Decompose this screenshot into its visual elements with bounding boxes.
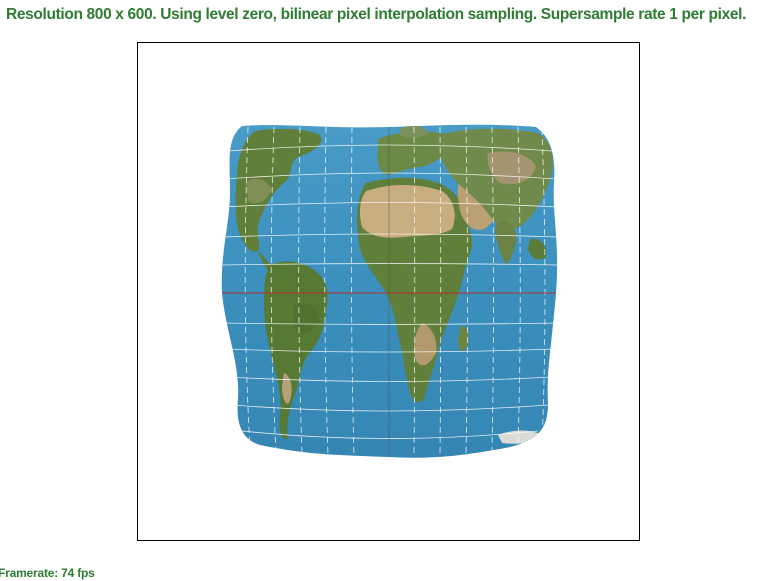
- amazon-region: [294, 303, 320, 333]
- world-map-render: [221, 124, 558, 458]
- graticule-longitude: [244, 126, 546, 457]
- kalahari-desert: [414, 323, 437, 366]
- patagonia-region: [282, 373, 292, 404]
- resolution-info-text: Resolution 800 x 600. Using level zero, …: [6, 6, 747, 23]
- asia-land: [436, 128, 553, 230]
- madagascar-land: [458, 326, 469, 351]
- southeast-asia-land: [528, 238, 547, 260]
- framerate-text: Framerate: 74 fps: [0, 566, 95, 580]
- north-america-land-detail: [246, 178, 272, 204]
- render-viewport[interactable]: [137, 42, 640, 541]
- central-america-land: [258, 251, 292, 288]
- sahara-desert: [359, 185, 455, 238]
- india-land: [495, 220, 517, 265]
- graticule-latitude: [221, 144, 558, 439]
- north-america-land: [235, 128, 322, 252]
- europe-land: [377, 131, 454, 175]
